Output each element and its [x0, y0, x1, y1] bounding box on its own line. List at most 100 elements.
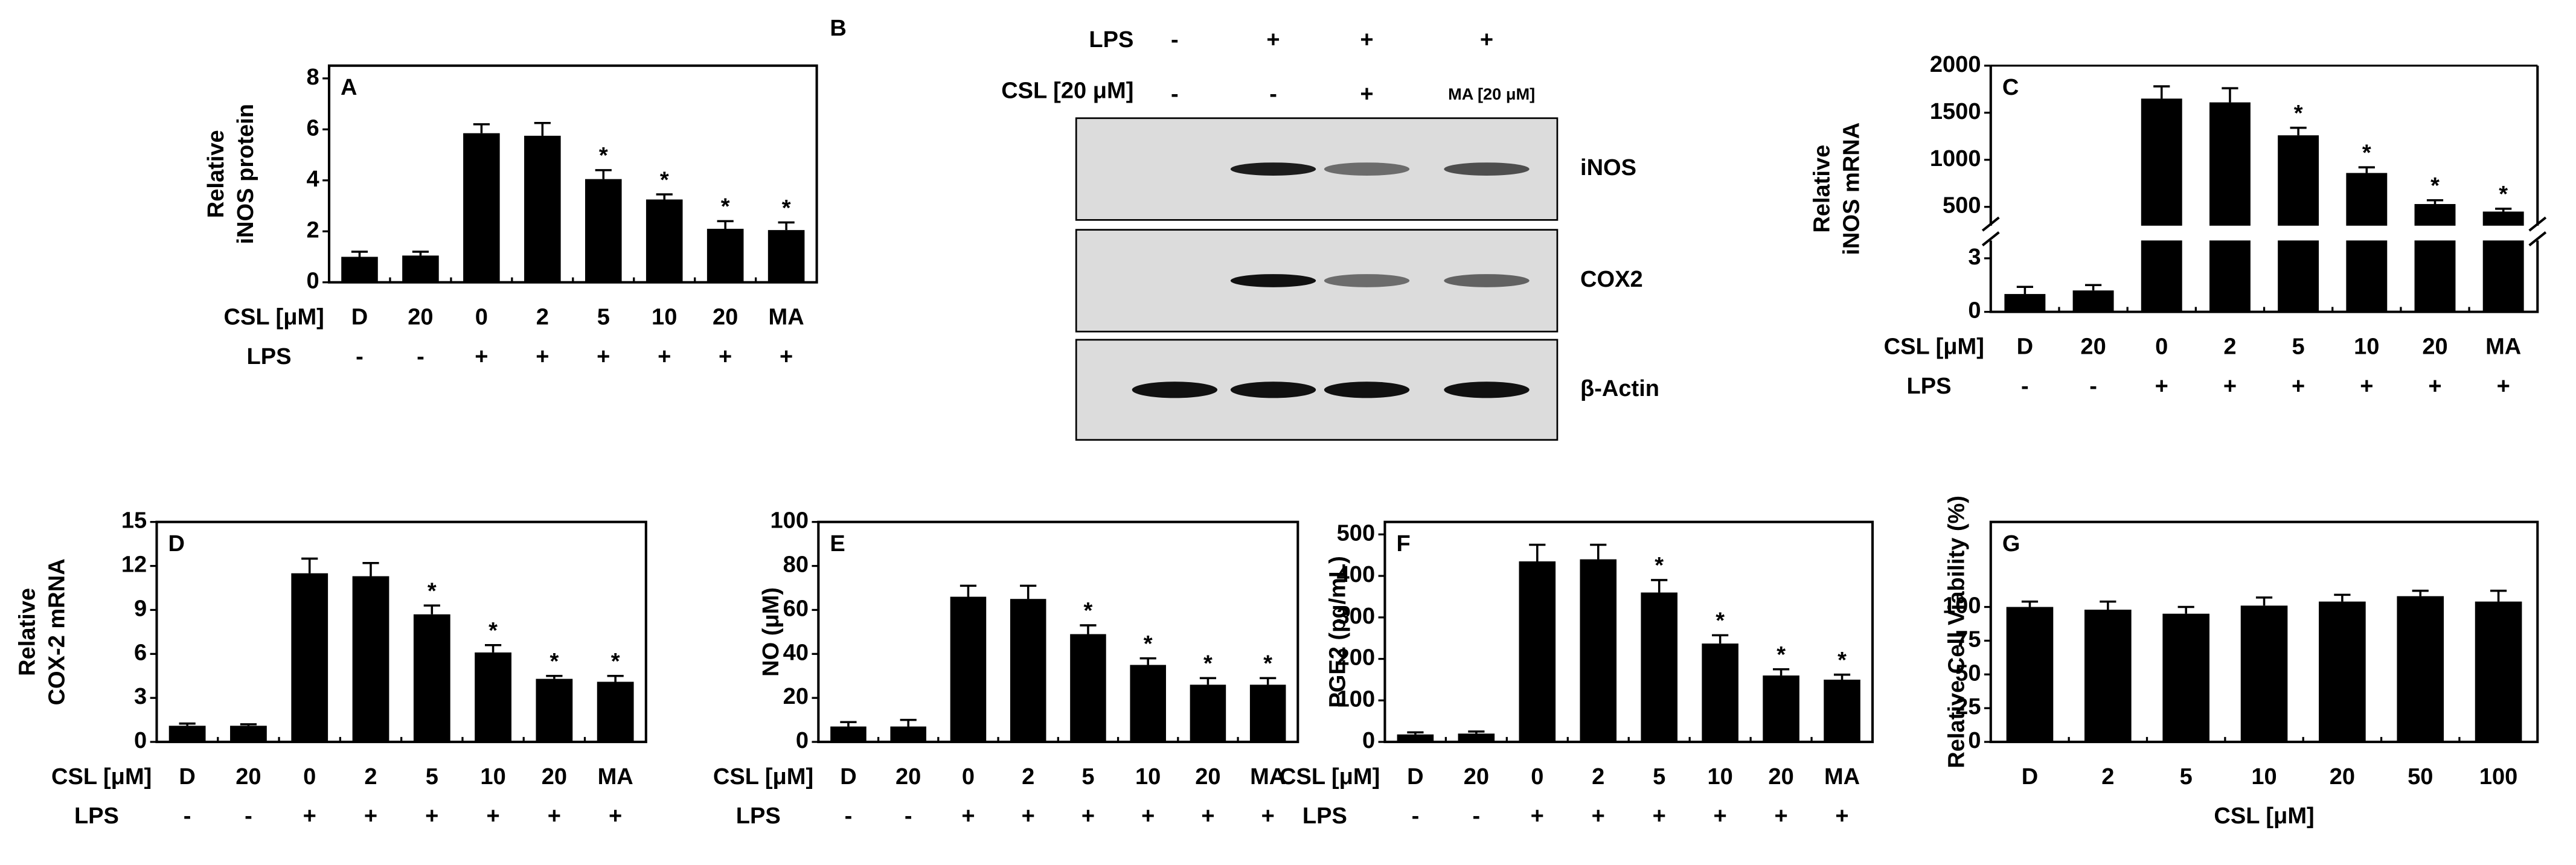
lps-sign: + — [1261, 803, 1275, 829]
bar — [475, 652, 511, 742]
error-bar — [2426, 199, 2444, 205]
error-bar — [1590, 543, 1607, 560]
error-bar — [301, 557, 318, 573]
lps-sign: - — [845, 803, 853, 829]
blot-band — [1324, 162, 1410, 176]
significance-star: * — [2362, 140, 2371, 165]
error-bar — [778, 221, 795, 231]
y-tick-label: 25 — [1955, 694, 1981, 720]
error-bar — [1080, 624, 1097, 634]
panel-letter: B — [830, 16, 846, 41]
significance-star: * — [1203, 651, 1213, 677]
bar — [402, 255, 439, 282]
y-axis-label: Relative — [203, 130, 229, 218]
error-bar — [484, 643, 502, 653]
bar — [230, 726, 267, 742]
significance-star: * — [1837, 648, 1847, 673]
y-tick-label: 0 — [1362, 728, 1375, 753]
y-tick-label: 6 — [307, 115, 319, 141]
panel-letter: D — [168, 531, 185, 557]
error-bar — [1772, 668, 1790, 676]
blot-band — [1324, 381, 1410, 398]
axis-break — [1981, 225, 2548, 241]
frame — [327, 64, 818, 284]
y-tick-label: 12 — [121, 552, 147, 578]
significance-star: * — [428, 578, 437, 604]
x-tick-label: 20 — [713, 305, 738, 330]
significance-star: * — [1084, 598, 1093, 624]
bar — [597, 681, 634, 742]
lps-sign: + — [2497, 374, 2510, 399]
bar — [2084, 609, 2132, 742]
lps-sign: - — [245, 803, 252, 829]
x-tick-label: 5 — [2180, 764, 2193, 790]
x-tick-label: 10 — [1135, 764, 1161, 790]
x-tick-label: 2 — [1592, 764, 1604, 790]
x-tick-label: 5 — [426, 764, 438, 790]
y-axis-label: iNOS protein — [233, 104, 258, 244]
significance-star: * — [1144, 631, 1153, 657]
y-tick-label: 100 — [1943, 593, 1981, 619]
bar — [1702, 643, 1738, 742]
lps-sign: - — [2089, 374, 2097, 399]
csl-sign: + — [1360, 81, 1373, 107]
y-axis-label: Relative — [1809, 145, 1834, 233]
x-tick-label: D — [351, 305, 368, 330]
error-bar — [351, 251, 368, 257]
lps-sign: + — [609, 803, 622, 829]
significance-star: * — [1263, 651, 1272, 677]
significance-star: * — [2294, 101, 2303, 126]
lps-sign: + — [961, 803, 975, 829]
bar — [890, 726, 926, 742]
bar — [2278, 135, 2319, 312]
x-axis-label: CSL [μM] — [1280, 764, 1380, 790]
lps-sign: + — [2360, 374, 2373, 399]
x-tick-label: 10 — [1707, 764, 1732, 790]
y-tick-label: 3 — [134, 684, 147, 709]
lps-label: LPS — [1302, 803, 1347, 829]
x-tick-label: 5 — [1081, 764, 1094, 790]
significance-star: * — [489, 618, 498, 643]
lps-sign: + — [1531, 803, 1544, 829]
bar — [830, 726, 867, 742]
lps-sign: + — [719, 344, 732, 369]
x-axis-label: CSL [μM] — [51, 764, 152, 790]
x-tick-label: MA — [769, 305, 804, 330]
lps-sign: + — [425, 803, 438, 829]
lps-sign: + — [2292, 374, 2305, 399]
significance-star: * — [2430, 173, 2440, 199]
bar — [1580, 559, 1617, 742]
lps-sign: + — [658, 344, 671, 369]
error-bar — [2334, 593, 2351, 602]
frame-edge — [1989, 65, 2539, 313]
y-tick-label: 200 — [1337, 645, 1375, 671]
bar — [585, 179, 622, 282]
error-bar — [2177, 605, 2194, 614]
y-tick-label: 9 — [134, 596, 147, 621]
lps-sign: + — [1360, 27, 1373, 53]
error-bar — [1833, 673, 1851, 680]
bar — [1641, 592, 1677, 742]
frame — [155, 520, 647, 744]
lps-sign: + — [1592, 803, 1605, 829]
error-bar — [2222, 87, 2238, 103]
row-label: CSL [20 μM] — [1001, 78, 1133, 103]
error-bar — [2490, 589, 2507, 602]
error-bar — [362, 561, 379, 576]
y-tick-label: 0 — [134, 728, 147, 753]
y-tick-label: 500 — [1943, 193, 1981, 219]
x-tick-label: 20 — [408, 305, 433, 330]
row-label: iNOS — [1580, 155, 1636, 180]
significance-star: * — [660, 167, 669, 193]
x-tick-label: D — [1407, 764, 1423, 790]
lps-sign: + — [1201, 803, 1214, 829]
bar — [1070, 634, 1106, 742]
bar — [767, 230, 805, 282]
error-bar — [1199, 677, 1217, 685]
y-tick-label: 500 — [1337, 520, 1375, 546]
lps-sign: + — [1653, 803, 1666, 829]
panel-letter: G — [2002, 531, 2020, 557]
blot-band — [1132, 381, 1218, 398]
error-bar — [1468, 730, 1485, 734]
row-label: COX2 — [1580, 267, 1643, 292]
